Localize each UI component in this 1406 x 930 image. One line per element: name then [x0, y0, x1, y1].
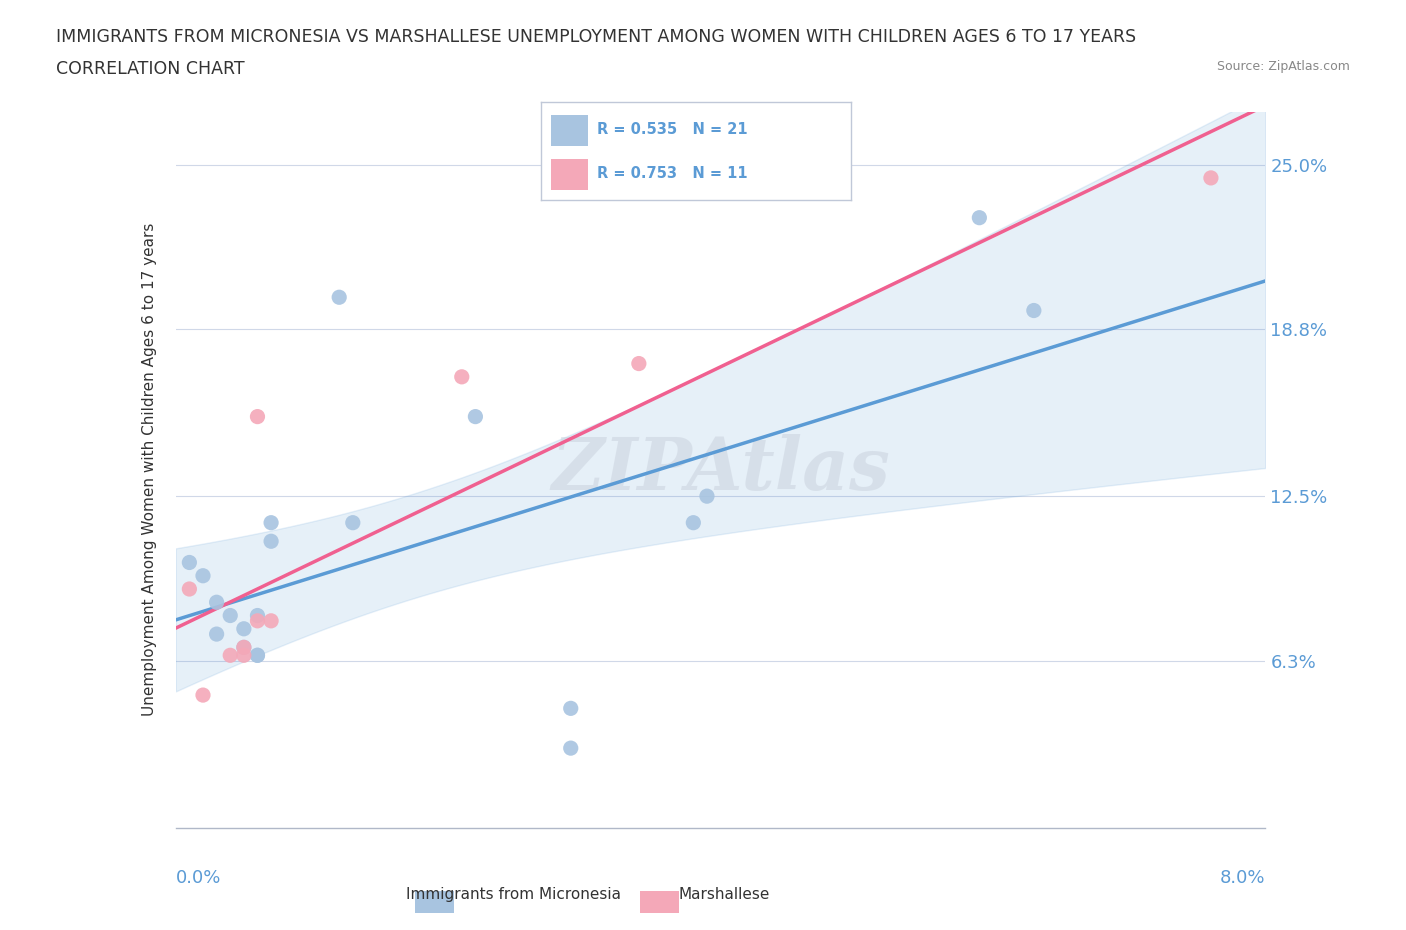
- Point: [328, 290, 350, 305]
- Point: [246, 648, 269, 663]
- Point: [342, 515, 364, 530]
- Point: [682, 515, 704, 530]
- Point: [260, 534, 283, 549]
- Point: [246, 608, 269, 623]
- Point: [560, 701, 582, 716]
- Point: [246, 409, 269, 424]
- FancyBboxPatch shape: [551, 159, 588, 191]
- Point: [560, 740, 582, 755]
- Point: [450, 369, 472, 384]
- Point: [246, 648, 269, 663]
- Point: [179, 581, 201, 596]
- Text: IMMIGRANTS FROM MICRONESIA VS MARSHALLESE UNEMPLOYMENT AMONG WOMEN WITH CHILDREN: IMMIGRANTS FROM MICRONESIA VS MARSHALLES…: [56, 28, 1136, 46]
- Text: 0.0%: 0.0%: [176, 870, 221, 887]
- Point: [179, 555, 201, 570]
- Point: [232, 640, 254, 655]
- Point: [191, 568, 214, 583]
- Text: 8.0%: 8.0%: [1220, 870, 1265, 887]
- Point: [696, 489, 718, 504]
- Point: [627, 356, 650, 371]
- Text: Marshallese: Marshallese: [679, 887, 769, 902]
- Point: [219, 648, 242, 663]
- Point: [260, 614, 283, 629]
- Point: [246, 614, 269, 629]
- Text: ZIPAtlas: ZIPAtlas: [551, 434, 890, 505]
- Point: [219, 608, 242, 623]
- Text: Source: ZipAtlas.com: Source: ZipAtlas.com: [1216, 60, 1350, 73]
- Point: [1022, 303, 1045, 318]
- Point: [232, 621, 254, 636]
- Point: [464, 409, 486, 424]
- Point: [969, 210, 991, 225]
- Text: R = 0.535   N = 21: R = 0.535 N = 21: [598, 122, 748, 137]
- Point: [1199, 170, 1222, 185]
- Point: [232, 640, 254, 655]
- FancyBboxPatch shape: [551, 115, 588, 146]
- Point: [205, 595, 228, 610]
- Point: [205, 627, 228, 642]
- Text: R = 0.753   N = 11: R = 0.753 N = 11: [598, 166, 748, 181]
- Point: [191, 687, 214, 702]
- Text: Immigrants from Micronesia: Immigrants from Micronesia: [406, 887, 620, 902]
- Point: [260, 515, 283, 530]
- Point: [232, 648, 254, 663]
- Y-axis label: Unemployment Among Women with Children Ages 6 to 17 years: Unemployment Among Women with Children A…: [142, 223, 157, 716]
- Text: CORRELATION CHART: CORRELATION CHART: [56, 60, 245, 78]
